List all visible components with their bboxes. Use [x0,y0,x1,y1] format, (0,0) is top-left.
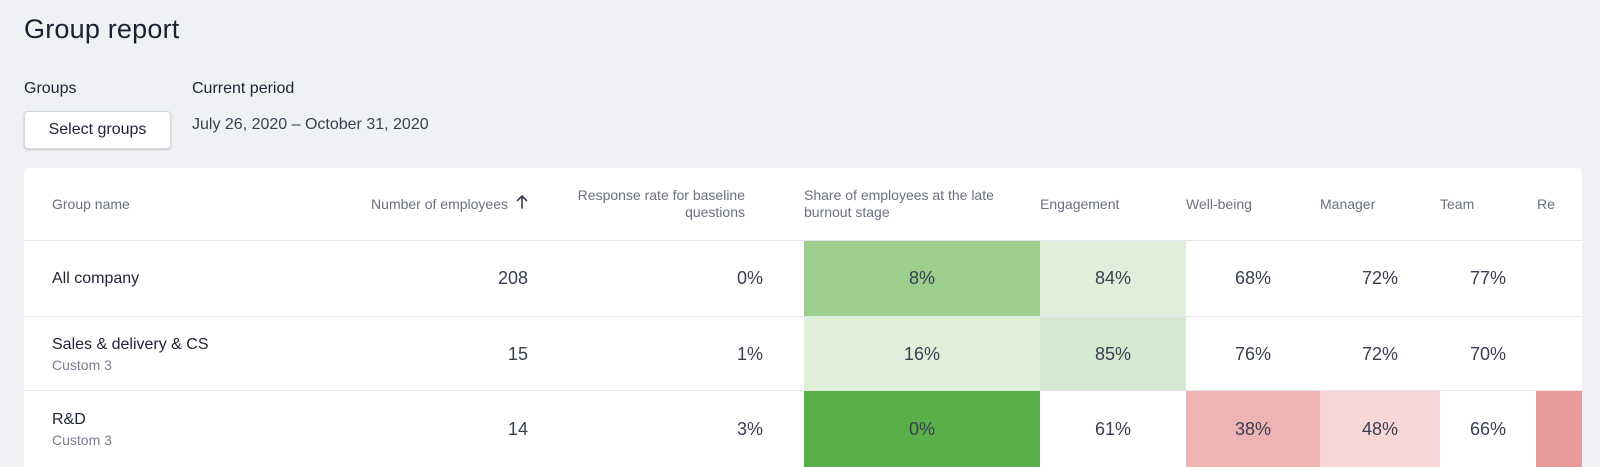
page-title: Group report [24,14,180,44]
header-group-name-label: Group name [52,195,130,212]
team-cell: 77% [1469,268,1507,288]
header-wellbeing-label: Well-being [1186,195,1252,212]
team-cell: 70% [1469,343,1507,364]
engagement-cell: 84% [1040,241,1186,316]
group-name-cell: R&D Custom 3 [52,391,302,467]
engagement-cell: 61% [1094,418,1132,439]
header-response-rate-label: Response rate for baseline questions [577,187,745,220]
group-name[interactable]: Sales & delivery & CS [52,335,209,353]
header-response-rate[interactable]: Response rate for baseline questions [552,168,745,240]
group-name[interactable]: All company [52,269,140,287]
row-divider [24,390,1582,391]
header-number-of-employees[interactable]: Number of employees [314,168,528,240]
header-manager[interactable]: Manager [1320,168,1430,240]
engagement-cell: 85% [1040,317,1186,391]
truncated-cell [1536,391,1582,467]
header-truncated[interactable]: Re [1537,168,1582,240]
current-period-label: Current period [192,80,295,97]
arrow-up-icon [516,195,528,213]
burnout-cell: 8% [804,241,1040,316]
employees-cell: 14 [507,418,528,439]
header-truncated-label: Re [1537,195,1555,212]
wellbeing-cell: 76% [1234,343,1272,364]
group-report-table: Group name Number of employees Response … [24,168,1582,467]
header-group-name[interactable]: Group name [52,168,302,240]
burnout-cell: 0% [804,391,1040,467]
header-manager-label: Manager [1320,195,1376,212]
header-engagement[interactable]: Engagement [1040,168,1180,240]
select-groups-button[interactable]: Select groups [24,111,171,149]
groups-label: Groups [24,80,77,97]
team-cell: 66% [1469,418,1507,439]
header-engagement-label: Engagement [1040,195,1120,212]
header-divider [24,240,1582,241]
header-number-of-employees-label: Number of employees [371,195,508,212]
table-row-all-company[interactable]: All company 208 0% 8% 84% 68% 72% 77% [24,241,1582,316]
burnout-cell: 16% [804,317,1040,391]
manager-cell: 72% [1361,343,1399,364]
group-type: Custom 3 [52,356,112,373]
current-period-value: July 26, 2020 – October 31, 2020 [192,116,429,133]
manager-cell: 72% [1361,268,1399,288]
response-rate-cell: 1% [736,343,763,364]
header-team-label: Team [1440,195,1475,212]
response-rate-cell: 3% [736,418,763,439]
wellbeing-cell: 68% [1234,268,1272,288]
group-name-cell: All company [52,241,302,316]
group-name-cell: Sales & delivery & CS Custom 3 [52,317,302,391]
employees-cell: 15 [507,343,528,364]
manager-cell: 48% [1320,391,1440,467]
table-row-rnd[interactable]: R&D Custom 3 14 3% 0% 61% 38% 48% 66% [24,391,1582,467]
header-burnout-share-label: Share of employees at the late burnout s… [804,187,994,220]
table-row-sales-delivery-cs[interactable]: Sales & delivery & CS Custom 3 15 1% 16%… [24,317,1582,391]
header-burnout-share[interactable]: Share of employees at the late burnout s… [804,168,1019,240]
wellbeing-cell: 38% [1186,391,1320,467]
group-name[interactable]: R&D [52,410,86,428]
header-wellbeing[interactable]: Well-being [1186,168,1316,240]
employees-cell: 208 [497,268,528,288]
header-team[interactable]: Team [1440,168,1530,240]
group-type: Custom 3 [52,431,112,448]
row-divider [24,316,1582,317]
response-rate-cell: 0% [736,268,763,288]
